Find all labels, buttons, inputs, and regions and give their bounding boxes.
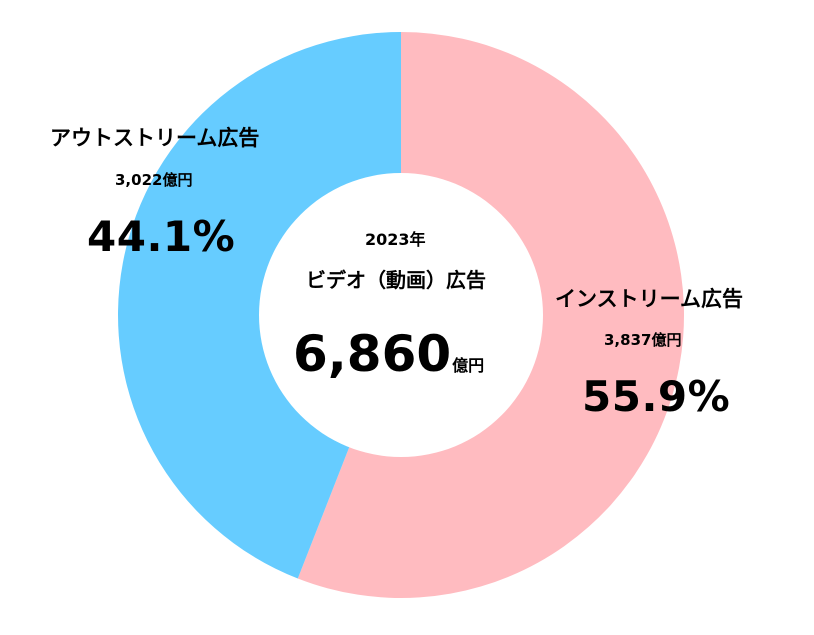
center-total-group: 6,860億円 <box>293 329 484 379</box>
outstream-value: 3,022億円 <box>115 171 193 189</box>
center-unit: 億円 <box>452 356 485 375</box>
center-total: 6,860 <box>293 325 452 383</box>
instream-percent: 55.9% <box>582 372 731 421</box>
outstream-label: アウトストリーム広告 <box>50 126 260 150</box>
center-title: ビデオ（動画）広告 <box>306 268 486 292</box>
center-year: 2023年 <box>365 230 426 249</box>
instream-value: 3,837億円 <box>604 331 682 349</box>
instream-label: インストリーム広告 <box>555 287 743 311</box>
donut-hole <box>259 173 543 457</box>
outstream-percent: 44.1% <box>87 212 236 261</box>
